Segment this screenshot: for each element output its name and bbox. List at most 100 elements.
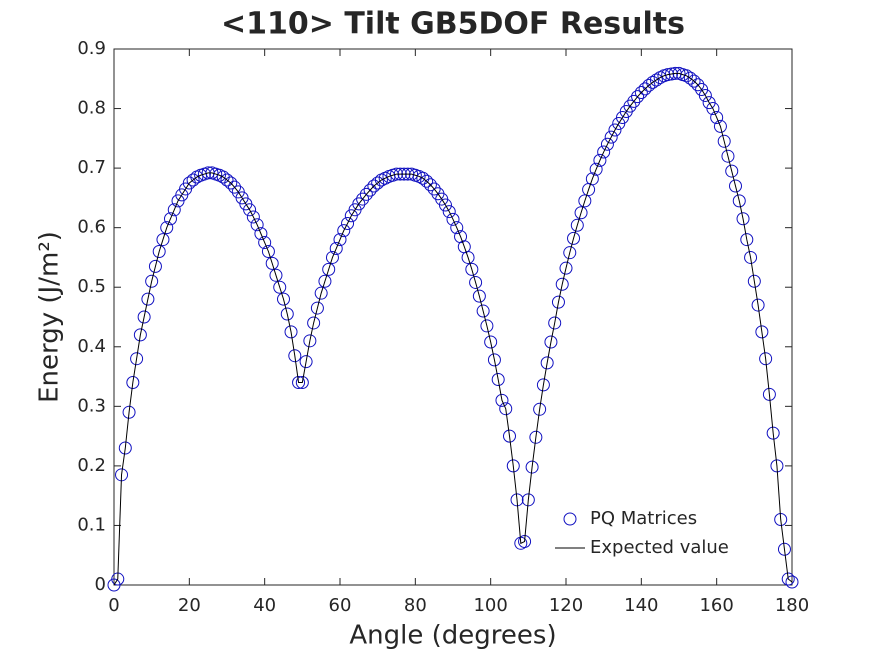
- data-point: [646, 75, 660, 89]
- data-point: [371, 176, 385, 190]
- data-point: [536, 378, 550, 392]
- data-point: [491, 373, 505, 387]
- data-point: [318, 274, 332, 288]
- y-axis-label: Energy (J/m²): [35, 231, 65, 403]
- data-point: [420, 174, 434, 188]
- data-point: [133, 328, 147, 342]
- data-point: [148, 259, 162, 273]
- data-point: [416, 171, 430, 185]
- data-point: [314, 286, 328, 300]
- x-tick-label: 120: [549, 595, 583, 616]
- data-point: [785, 575, 799, 589]
- data-point: [164, 212, 177, 226]
- y-tick-label: 0.9: [77, 38, 106, 59]
- x-tick-label: 160: [699, 595, 733, 616]
- data-line: [113, 72, 793, 586]
- data-point: [307, 316, 321, 330]
- data-point: [585, 172, 599, 186]
- x-axis-label: Angle (degrees): [349, 621, 556, 651]
- data-point: [472, 289, 486, 303]
- y-tick-label: 0: [95, 574, 106, 595]
- data-point: [118, 441, 132, 455]
- x-tick-label: 180: [775, 595, 809, 616]
- data-point: [352, 197, 366, 211]
- data-point: [446, 212, 460, 226]
- data-point: [533, 402, 547, 416]
- x-tick-label: 20: [178, 595, 201, 616]
- data-point: [593, 153, 607, 167]
- legend-label: PQ Matrices: [590, 508, 697, 529]
- data-point: [303, 334, 317, 348]
- data-point: [476, 304, 490, 318]
- data-point: [465, 262, 479, 276]
- data-point: [261, 244, 275, 258]
- data-point: [540, 356, 554, 370]
- x-tick-label: 40: [253, 595, 276, 616]
- data-point: [664, 67, 678, 81]
- data-point: [461, 250, 475, 264]
- data-point: [721, 149, 735, 163]
- data-point: [122, 405, 136, 419]
- data-point: [284, 325, 298, 339]
- data-point: [160, 221, 174, 235]
- data-point: [710, 110, 724, 124]
- x-tick-label: 100: [473, 595, 507, 616]
- data-point: [333, 233, 347, 247]
- data-point: [698, 88, 712, 102]
- data-point: [299, 355, 313, 369]
- data-point: [559, 261, 573, 275]
- data-point: [570, 218, 584, 232]
- data-point: [717, 134, 731, 148]
- data-point: [341, 216, 355, 230]
- data-point: [578, 194, 592, 208]
- data-point: [751, 298, 765, 312]
- data-point: [503, 429, 516, 443]
- data-point: [156, 233, 170, 247]
- data-point: [254, 227, 268, 241]
- y-tick-label: 0.7: [77, 157, 106, 178]
- data-point: [713, 119, 727, 133]
- data-point: [683, 71, 697, 85]
- data-point: [292, 376, 306, 390]
- data-point: [480, 319, 494, 333]
- data-point: [608, 123, 622, 137]
- data-point: [649, 73, 663, 87]
- plot-frame: [113, 48, 793, 586]
- data-point: [186, 173, 200, 187]
- data-point: [469, 275, 483, 289]
- data-point: [250, 218, 264, 232]
- data-point: [310, 301, 324, 315]
- y-tick-label: 0.6: [77, 217, 106, 238]
- data-point: [427, 182, 441, 196]
- data-point: [777, 542, 791, 556]
- data-point: [755, 325, 769, 339]
- data-point: [567, 231, 581, 245]
- chart-title: <110> Tilt GB5DOF Results: [221, 7, 685, 42]
- data-point: [687, 74, 701, 88]
- data-point: [243, 203, 257, 217]
- data-point: [269, 268, 283, 282]
- y-tick-label: 0.5: [77, 276, 106, 297]
- data-point: [744, 250, 758, 264]
- data-point: [126, 376, 140, 390]
- data-point: [725, 164, 739, 178]
- data-point: [634, 85, 648, 99]
- data-point: [574, 206, 588, 220]
- data-point: [288, 349, 302, 363]
- data-point: [246, 210, 260, 224]
- data-point: [604, 130, 618, 144]
- data-point: [627, 94, 641, 108]
- data-point: [224, 176, 238, 190]
- data-point: [623, 99, 637, 113]
- data-point: [363, 183, 377, 197]
- data-point: [450, 221, 464, 235]
- data-point: [258, 236, 272, 250]
- data-point: [487, 353, 501, 367]
- x-tick-label: 0: [108, 595, 119, 616]
- data-point: [130, 352, 144, 366]
- y-tick-label: 0.2: [77, 455, 106, 476]
- data-point: [325, 250, 339, 264]
- data-point: [732, 194, 746, 208]
- data-point: [329, 242, 343, 256]
